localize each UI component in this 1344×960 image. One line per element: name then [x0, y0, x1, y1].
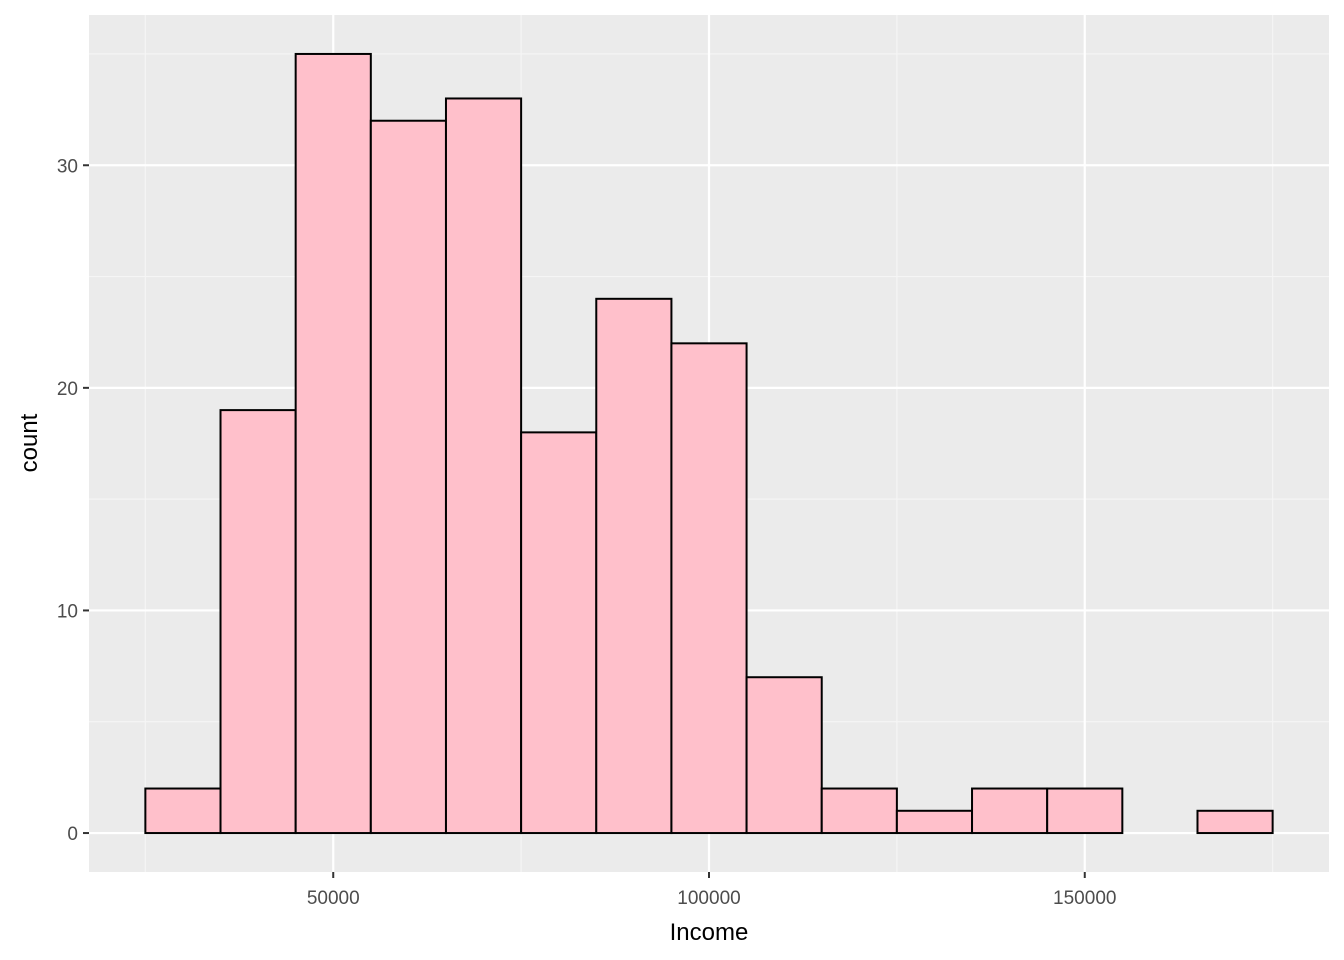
y-axis-title: count: [16, 413, 43, 472]
histogram-bar: [670, 342, 748, 835]
histogram-bar: [294, 52, 372, 835]
histogram-bar: [520, 431, 598, 835]
y-tick-label: 20: [57, 379, 78, 400]
histogram-bar: [820, 787, 898, 835]
x-axis: 50000 100000 150000: [307, 872, 1116, 909]
histogram-bar: [971, 787, 1049, 835]
histogram-bar: [219, 409, 297, 835]
y-tick-label: 0: [67, 824, 78, 845]
histogram-bar: [1196, 809, 1274, 835]
histogram-bar: [1046, 787, 1124, 835]
histogram-bar: [895, 809, 974, 835]
x-tick-label: 50000: [307, 888, 360, 909]
x-tick-label: 100000: [677, 888, 740, 909]
histogram-bars: [144, 52, 1274, 835]
x-tick-label: 150000: [1053, 888, 1116, 909]
histogram-bar: [444, 97, 523, 835]
y-tick-label: 10: [57, 601, 78, 622]
histogram-bar: [595, 297, 673, 835]
histogram-bar: [369, 119, 447, 835]
y-tick-label: 30: [57, 156, 78, 177]
y-axis: 0 10 20 30: [57, 156, 89, 845]
histogram-bar: [144, 787, 222, 835]
x-axis-title: Income: [670, 919, 749, 946]
histogram-bar: [745, 676, 823, 835]
